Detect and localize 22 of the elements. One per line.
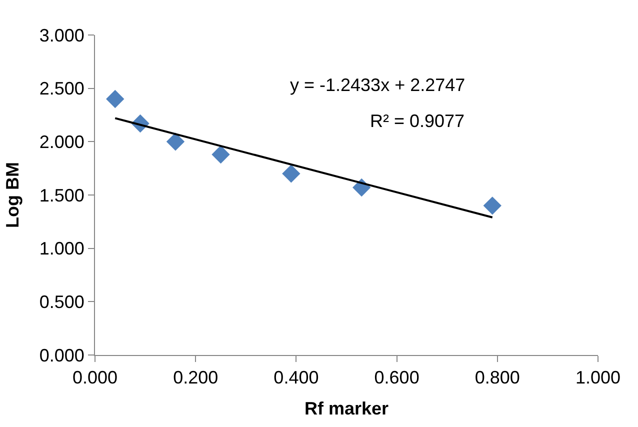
y-tick-label: 1.500: [39, 185, 84, 206]
point: [166, 132, 185, 151]
y-axis-title: Log BM: [2, 162, 23, 228]
y-tick-label: 0.000: [39, 345, 84, 366]
x-tick-label: 0.000: [72, 368, 118, 388]
point: [106, 90, 124, 108]
y-tick-label: 1.000: [39, 238, 84, 259]
y-tick-label: 2.500: [39, 78, 84, 99]
x-axis-title: Rf marker: [304, 398, 389, 419]
x-tick-label: 0.800: [474, 368, 520, 388]
x-tick-label: 0.200: [173, 368, 218, 388]
x-tick-label: 0.400: [274, 368, 319, 388]
y-tick-label: 0.500: [39, 292, 84, 312]
annotation: R² = 0.9077: [370, 111, 465, 131]
point: [483, 196, 502, 215]
point: [212, 145, 230, 164]
x-tick-label: 0.600: [374, 368, 420, 388]
x-tick-label: 1.000: [575, 368, 621, 388]
y-tick-label: 2.000: [39, 132, 84, 152]
point: [282, 164, 300, 183]
y-tick-label: 3.000: [39, 25, 84, 46]
annotation: y = -1.2433x + 2.2747: [290, 75, 466, 95]
